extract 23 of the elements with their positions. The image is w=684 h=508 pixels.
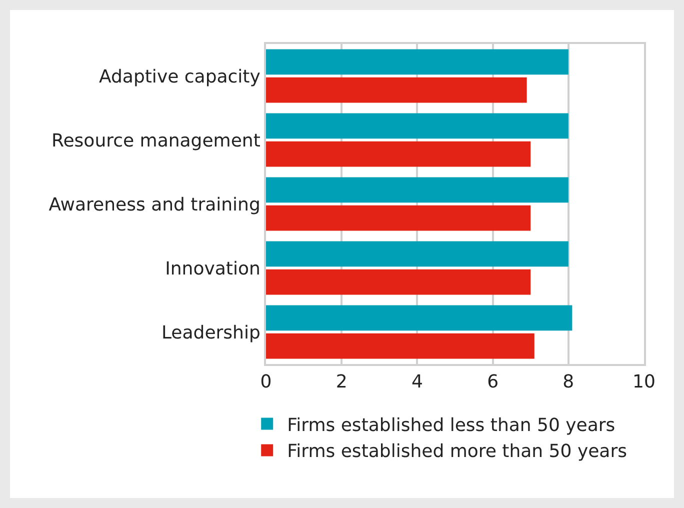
bar — [266, 49, 568, 75]
y-tick-label: Awareness and training — [48, 194, 260, 216]
bar — [266, 141, 531, 167]
legend-label: Firms established more than 50 years — [287, 441, 627, 462]
bar — [266, 305, 572, 331]
bar — [266, 241, 568, 267]
bar — [266, 113, 568, 139]
bar — [266, 205, 531, 231]
x-tick-label: 2 — [336, 372, 348, 393]
legend-label: Firms established less than 50 years — [287, 414, 616, 436]
y-tick-label: Leadership — [161, 322, 260, 344]
bar — [266, 177, 568, 203]
bar — [266, 269, 531, 295]
y-tick-label: Innovation — [165, 258, 260, 280]
x-tick-label: 4 — [411, 372, 423, 393]
x-tick-label: 6 — [487, 372, 499, 393]
y-tick-label: Resource management — [52, 130, 260, 152]
y-tick-label: Adaptive capacity — [99, 66, 261, 88]
x-tick-label: 10 — [632, 372, 656, 393]
x-tick-label: 8 — [562, 372, 574, 393]
bar — [266, 77, 527, 103]
bar — [266, 333, 534, 359]
x-tick-label: 0 — [260, 372, 272, 393]
